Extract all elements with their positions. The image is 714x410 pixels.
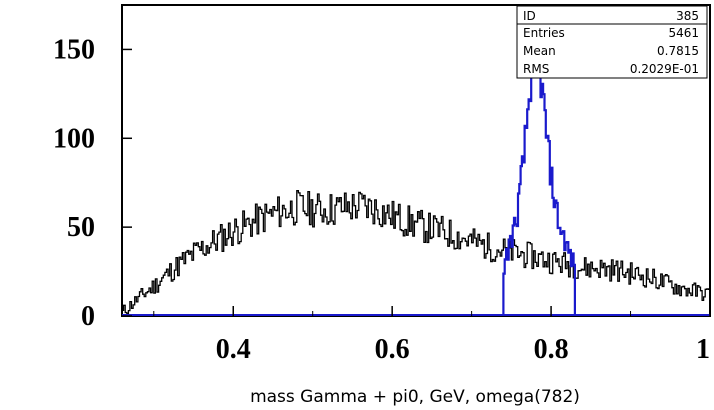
axis-layer: 0.4 0.6 0.8 1 0 50 100 150 [53, 34, 711, 365]
stats-entries-value: 5461 [668, 26, 699, 40]
x-tick-label: 0.6 [375, 334, 410, 365]
background-distribution-line [122, 190, 711, 315]
x-tick-label: 0.4 [216, 334, 251, 365]
x-tick-label: 1 [696, 334, 710, 365]
y-tick-label: 50 [67, 212, 95, 243]
stats-mean-value: 0.7815 [657, 44, 699, 58]
stats-id-label: ID [523, 9, 536, 23]
stats-box: ID 385 Entries 5461 Mean 0.7815 RMS 0.20… [516, 5, 708, 79]
stats-entries-label: Entries [523, 26, 565, 40]
x-tick-label: 0.8 [534, 334, 569, 365]
y-tick-label: 100 [53, 123, 95, 154]
stats-box-frame [516, 5, 708, 79]
x-axis-label: mass Gamma + pi0, GeV, omega(782) [250, 387, 580, 407]
stats-rms-label: RMS [523, 62, 549, 76]
y-tick-label: 0 [81, 301, 95, 332]
stats-rms-value: 0.2029E-01 [630, 62, 699, 76]
y-tick-label: 150 [53, 34, 95, 65]
stats-id-value: 385 [676, 9, 699, 23]
stats-mean-label: Mean [523, 44, 556, 58]
